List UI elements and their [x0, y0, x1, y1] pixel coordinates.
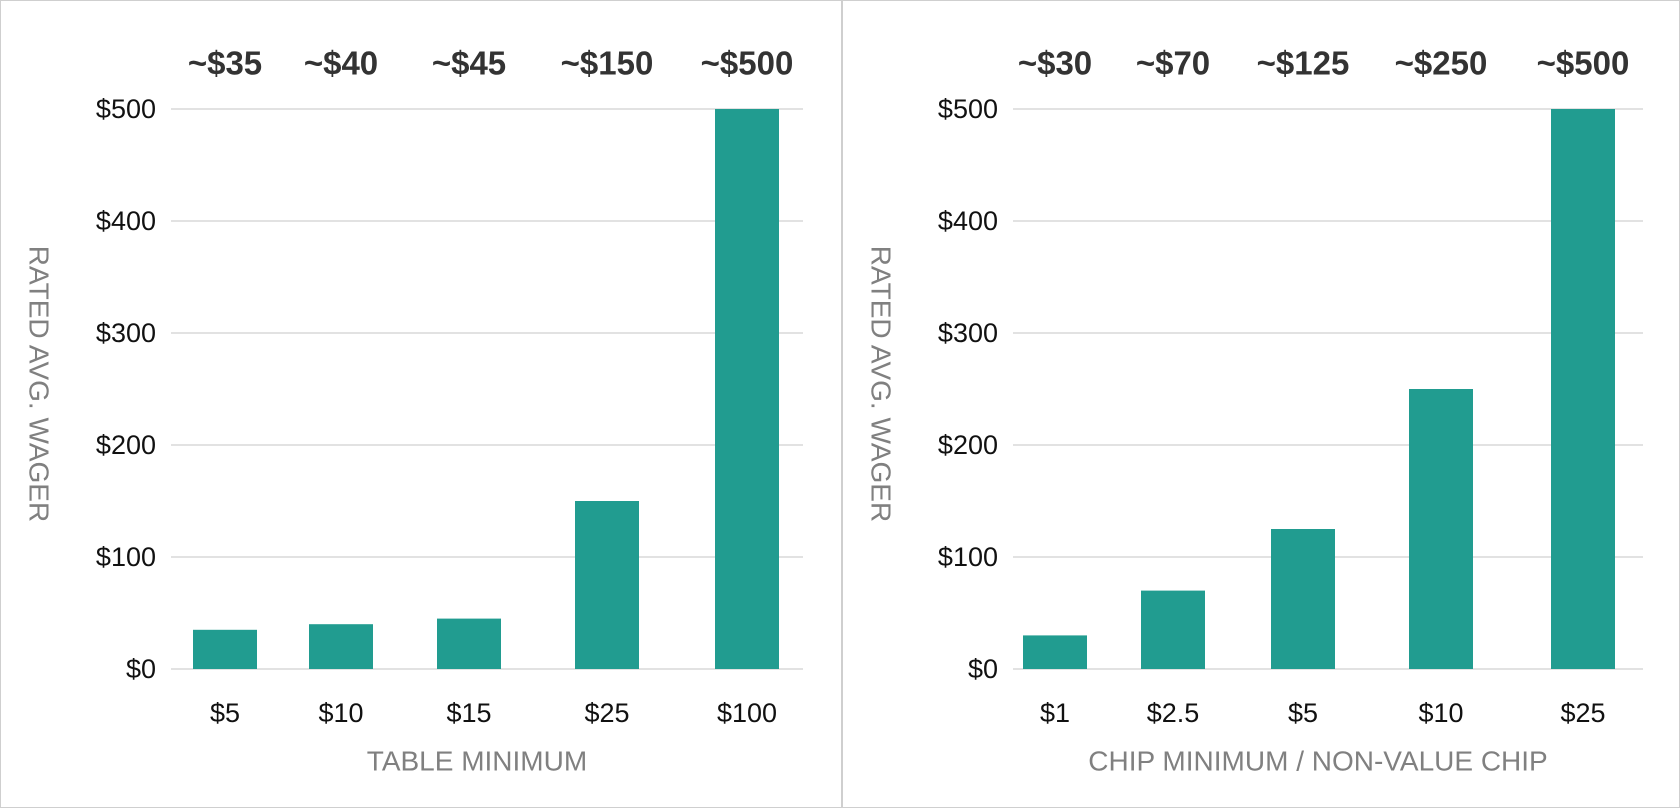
- right-bar-value-label: ~$500: [1537, 45, 1630, 82]
- left-x-tick-label: $10: [318, 698, 363, 728]
- left-x-tick-label: $100: [717, 698, 777, 728]
- right-bar-value-label: ~$250: [1395, 45, 1488, 82]
- right-bar-value-label: ~$70: [1136, 45, 1210, 82]
- left-bar: [575, 501, 639, 669]
- left-y-axis-title: RATED AVG. WAGER: [24, 246, 55, 522]
- right-bar: [1409, 389, 1473, 669]
- right-y-tick-label: $400: [938, 206, 998, 236]
- left-y-tick-label: $100: [96, 542, 156, 572]
- right-bar: [1271, 529, 1335, 669]
- right-y-tick-label: $200: [938, 430, 998, 460]
- panel-divider: [841, 1, 843, 807]
- chart-chip-minimum: $0 $100 $200 $300 $400 $500 $1 ~$30 $2.5 ~$70 $5 ~$…: [866, 45, 1643, 777]
- left-x-tick-label: $5: [210, 698, 240, 728]
- right-x-tick-label: $5: [1288, 698, 1318, 728]
- left-bar-value-label: ~$45: [432, 45, 506, 82]
- right-y-axis-title: RATED AVG. WAGER: [866, 246, 897, 522]
- right-y-tick-label: $100: [938, 542, 998, 572]
- left-x-tick-label: $15: [446, 698, 491, 728]
- left-bar-value-label: ~$500: [701, 45, 794, 82]
- right-bar: [1551, 109, 1615, 669]
- left-bar: [309, 624, 373, 669]
- left-y-tick-label: $500: [96, 94, 156, 124]
- right-x-axis-title: CHIP MINIMUM / NON-VALUE CHIP: [1088, 746, 1547, 777]
- right-x-tick-label: $25: [1560, 698, 1605, 728]
- left-bar: [437, 618, 501, 669]
- left-y-tick-label: $0: [126, 654, 156, 684]
- left-bar-value-label: ~$35: [188, 45, 262, 82]
- left-y-tick-label: $400: [96, 206, 156, 236]
- right-y-tick-label: $500: [938, 94, 998, 124]
- left-x-tick-label: $25: [584, 698, 629, 728]
- left-bar-value-label: ~$150: [561, 45, 654, 82]
- chart-table-minimum: $0 $100 $200 $300 $400 $500 $5 ~$35 $10 ~$40 $15 ~$…: [24, 45, 803, 777]
- right-x-tick-label: $10: [1418, 698, 1463, 728]
- left-bar: [715, 109, 779, 669]
- right-y-tick-label: $0: [968, 654, 998, 684]
- left-bar-value-label: ~$40: [304, 45, 378, 82]
- left-y-tick-label: $300: [96, 318, 156, 348]
- right-bar-value-label: ~$30: [1018, 45, 1092, 82]
- right-bar: [1141, 590, 1205, 669]
- right-bar-value-label: ~$125: [1257, 45, 1350, 82]
- right-x-tick-label: $1: [1040, 698, 1070, 728]
- right-x-tick-label: $2.5: [1147, 698, 1200, 728]
- right-y-tick-label: $300: [938, 318, 998, 348]
- left-y-tick-label: $200: [96, 430, 156, 460]
- left-x-axis-title: TABLE MINIMUM: [367, 746, 587, 777]
- left-bar: [193, 629, 257, 669]
- right-bar: [1023, 635, 1087, 669]
